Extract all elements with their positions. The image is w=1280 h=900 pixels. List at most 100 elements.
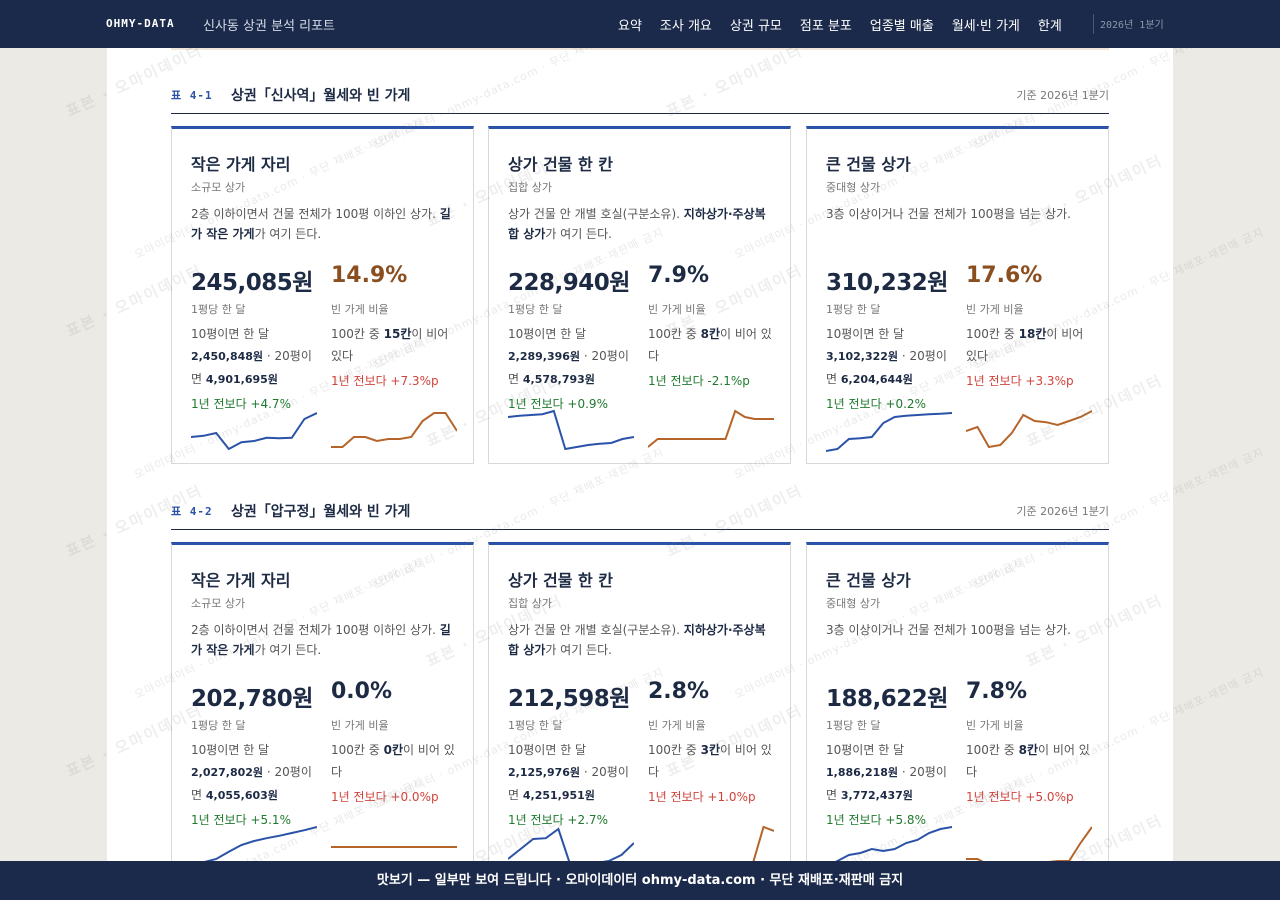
calc-text: 10평이면 한 달	[508, 327, 587, 341]
card-description: 3층 이상이거나 건물 전체가 100평을 넘는 상가.	[826, 204, 1094, 224]
rent-20-pyeong: 3,772,437원	[840, 789, 913, 802]
rent-calculation: 10평이면 한 달 2,289,396원 · 20평이면 4,578,793원	[508, 323, 633, 391]
rent-label: 1평당 한 달	[191, 303, 246, 316]
rent-trend-sparkline	[191, 412, 317, 451]
section-header: 표 4-1 상권「신사역」월세와 빈 가게 기준 2026년 1분기	[171, 78, 1109, 114]
report-period: 2026년 1분기	[1100, 20, 1164, 31]
rent-trend-sparkline-line	[191, 826, 317, 868]
card-subtitle: 소규모 상가	[191, 597, 246, 610]
rent-trend-sparkline-line	[508, 409, 634, 451]
nav-item-limitations[interactable]: 한계	[1037, 19, 1062, 34]
rent-label: 1평당 한 달	[508, 719, 563, 732]
nav-item-survey-overview[interactable]: 조사 개요	[659, 19, 712, 34]
rent-year-change: 1년 전보다 +0.9%	[508, 397, 608, 411]
card-title: 큰 건물 상가	[826, 571, 911, 590]
vacancy-text: 100칸 중	[331, 743, 384, 757]
rent-trend-sparkline	[191, 826, 317, 868]
nav-item-summary[interactable]: 요약	[618, 19, 642, 34]
rent-year-change: 1년 전보다 +5.8%	[826, 813, 926, 827]
card-title: 상가 건물 한 칸	[508, 155, 614, 174]
vacancy-rate: 7.9%	[648, 263, 710, 288]
vacant-units: 15칸	[383, 327, 412, 341]
nav-item-store-distribution[interactable]: 점포 분포	[799, 19, 852, 34]
vacancy-rate: 7.8%	[966, 679, 1028, 704]
vacancy-text: 이 비어 있다	[331, 327, 449, 363]
monthly-rent-per-pyeong: 212,598원	[508, 686, 630, 712]
vacancy-label: 빈 가게 비율	[648, 303, 706, 316]
description-text: 3층 이상이거나 건물 전체가 100평을 넘는 상가.	[826, 207, 1071, 221]
card-title: 작은 가게 자리	[191, 571, 291, 590]
description-highlight: 길가 작은 가게	[191, 623, 451, 657]
description-text: 상가 건물 안 개별 호실(구분소유).	[508, 207, 684, 221]
calc-text: 10평이면 한 달	[826, 743, 905, 757]
rent-trend-sparkline	[508, 409, 634, 451]
rent-year-change: 1년 전보다 +2.7%	[508, 813, 608, 827]
card-subtitle: 소규모 상가	[191, 181, 246, 194]
property-type-card: 작은 가게 자리 소규모 상가 2층 이하이면서 건물 전체가 100평 이하인 상…	[171, 126, 474, 464]
vacancy-trend-sparkline-line	[966, 826, 1092, 866]
rent-calculation: 10평이면 한 달 2,450,848원 · 20평이면 4,901,695원	[191, 323, 316, 391]
calc-text: · 20평이면	[826, 349, 947, 386]
vacancy-trend-sparkline	[331, 412, 457, 448]
card-subtitle: 집합 상가	[508, 597, 552, 610]
vacancy-description: 100칸 중 0칸이 비어 있다	[331, 739, 463, 783]
vacancy-trend-sparkline-line	[648, 409, 774, 448]
rent-trend-sparkline-line	[191, 412, 317, 451]
nav-item-rent-vacancy[interactable]: 월세·빈 가게	[951, 19, 1020, 34]
rent-trend-sparkline	[826, 412, 952, 452]
calc-text: · 20평이면	[508, 765, 629, 802]
page-top-rule	[171, 48, 1109, 50]
calc-text: · 20평이면	[508, 349, 629, 386]
brand-logo[interactable]: OHMY-DATA	[106, 17, 175, 30]
rent-calculation: 10평이면 한 달 2,125,976원 · 20평이면 4,251,951원	[508, 739, 633, 807]
vacancy-year-change: 1년 전보다 +1.0%p	[648, 790, 756, 804]
card-title: 작은 가게 자리	[191, 155, 291, 174]
description-highlight: 지하상가·주상복합 상가	[508, 623, 766, 657]
description-text: 상가 건물 안 개별 호실(구분소유).	[508, 623, 684, 637]
vacant-units: 8칸	[1018, 743, 1039, 757]
vacancy-rate: 2.8%	[648, 679, 710, 704]
card-description: 3층 이상이거나 건물 전체가 100평을 넘는 상가.	[826, 620, 1094, 640]
vacancy-rate: 17.6%	[966, 263, 1043, 288]
vacancy-trend-sparkline-line	[648, 825, 774, 864]
vacancy-text: 이 비어 있다	[331, 743, 455, 779]
calc-text: · 20평이면	[826, 765, 947, 802]
rent-calculation: 10평이면 한 달 3,102,322원 · 20평이면 6,204,644원	[826, 323, 951, 391]
section-header: 표 4-2 상권「압구정」월세와 빈 가게 기준 2026년 1분기	[171, 494, 1109, 530]
nav-item-sales-by-industry[interactable]: 업종별 매출	[869, 19, 934, 34]
rent-label: 1평당 한 달	[191, 719, 246, 732]
calc-text: · 20평이면	[191, 349, 312, 386]
description-text: 가 여기 든다.	[254, 643, 322, 657]
rent-year-change: 1년 전보다 +0.2%	[826, 397, 926, 411]
card-subtitle: 중대형 상가	[826, 181, 881, 194]
vacancy-description: 100칸 중 15칸이 비어 있다	[331, 323, 463, 367]
vacancy-label: 빈 가게 비율	[648, 719, 706, 732]
vacancy-label: 빈 가게 비율	[966, 719, 1024, 732]
table-title: 상권「신사역」월세와 빈 가게	[231, 88, 411, 104]
card-description: 상가 건물 안 개별 호실(구분소유). 지하상가·주상복합 상가가 여기 든다…	[508, 204, 776, 244]
vacancy-description: 100칸 중 8칸이 비어 있다	[648, 323, 780, 367]
rent-20-pyeong: 4,901,695원	[205, 373, 278, 386]
description-highlight: 지하상가·주상복합 상가	[508, 207, 766, 241]
rent-10-pyeong: 3,102,322원	[826, 350, 899, 363]
nav-item-market-size[interactable]: 상권 규모	[729, 19, 782, 34]
card-title: 큰 건물 상가	[826, 155, 911, 174]
vacancy-trend-sparkline	[966, 410, 1092, 449]
description-highlight: 길가 작은 가게	[191, 207, 451, 241]
vacant-units: 8칸	[700, 327, 721, 341]
table-4-1-sinsa: 표 4-1 상권「신사역」월세와 빈 가게 기준 2026년 1분기 작은 가게…	[171, 78, 1109, 464]
table-title: 상권「압구정」월세와 빈 가게	[231, 504, 411, 520]
vacancy-description: 100칸 중 3칸이 비어 있다	[648, 739, 780, 783]
vacancy-year-change: 1년 전보다 +3.3%p	[966, 374, 1074, 388]
rent-trend-sparkline-line	[826, 412, 952, 452]
card-subtitle: 집합 상가	[508, 181, 552, 194]
rent-10-pyeong: 2,289,396원	[508, 350, 581, 363]
vacancy-trend-sparkline-line	[331, 412, 457, 448]
table-reference-date: 기준 2026년 1분기	[1016, 505, 1109, 518]
property-type-card: 상가 건물 한 칸 집합 상가 상가 건물 안 개별 호실(구분소유). 지하상가·…	[488, 542, 791, 880]
vacant-units: 0칸	[383, 743, 404, 757]
rent-year-change: 1년 전보다 +4.7%	[191, 397, 291, 411]
vacancy-text: 100칸 중	[966, 327, 1019, 341]
table-reference-date: 기준 2026년 1분기	[1016, 89, 1109, 102]
rent-20-pyeong: 4,055,603원	[205, 789, 278, 802]
